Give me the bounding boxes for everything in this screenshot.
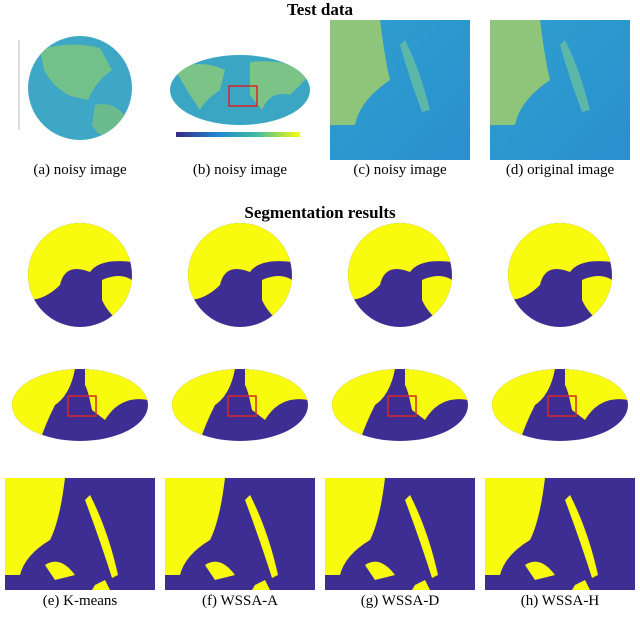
land [12,369,148,441]
zoom-image [330,20,470,160]
highlight-box [228,85,258,107]
land [85,495,118,578]
land [400,40,430,112]
land [490,20,550,125]
land [565,495,598,578]
land [45,561,110,590]
land [492,369,628,441]
land [40,44,112,100]
segmented-map [492,369,628,441]
caption: (b) noisy image [192,162,288,178]
caption: (h) WSSA-H [520,593,600,609]
land [330,20,390,125]
segmented-globe [188,223,292,327]
highlight-box [387,395,417,417]
segmented-map [12,369,148,441]
land [582,276,612,327]
segmented-zoom [485,478,635,590]
segmented-globe [508,223,612,327]
segmented-map [172,369,308,441]
land [422,276,452,327]
land [205,561,270,590]
land [165,478,225,575]
land [188,223,292,300]
land [102,276,132,327]
segmented-zoom [325,478,475,590]
land [262,276,292,327]
land [245,495,278,578]
globe-noisy [28,36,132,140]
land [508,223,612,300]
colorbar [176,132,300,137]
highlight-box [547,395,577,417]
land [348,223,452,300]
land [28,223,132,300]
land [405,495,438,578]
caption: (f) WSSA-A [202,593,278,609]
segmented-globe [348,223,452,327]
segmented-globe [28,223,132,327]
segmented-map [332,369,468,441]
map-noisy [170,55,310,125]
caption: (a) noisy image [33,162,127,178]
caption: (d) original image [505,162,615,178]
zoom-image [490,20,630,160]
caption: (g) WSSA-D [360,593,440,609]
land [560,40,590,112]
land [332,369,468,441]
land [325,478,385,575]
axis-box [18,40,20,130]
land [365,561,430,590]
land [175,61,310,110]
section-title: Segmentation results [244,203,396,222]
land [172,369,308,441]
segmented-zoom [5,478,155,590]
highlight-box [227,395,257,417]
land [5,478,65,575]
highlight-box [67,395,97,417]
caption: (c) noisy image [353,162,447,178]
land [525,561,590,590]
title: Test data [287,0,353,19]
segmented-zoom [165,478,315,590]
land [485,478,545,575]
caption: (e) K-means [42,593,118,609]
